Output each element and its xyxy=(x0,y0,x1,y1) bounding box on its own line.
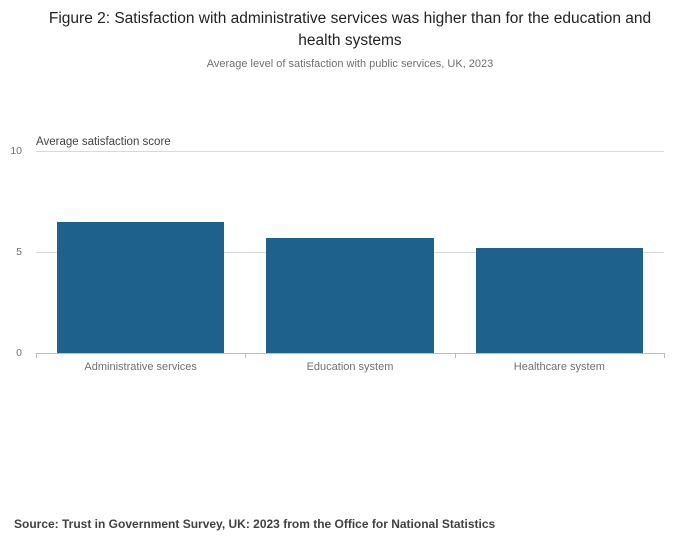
y-axis-label: Average satisfaction score xyxy=(36,136,171,148)
bar-slot xyxy=(245,151,454,353)
chart-subtitle: Average level of satisfaction with publi… xyxy=(206,58,494,70)
bar-administrative-services xyxy=(56,221,225,353)
x-axis-line xyxy=(36,353,664,354)
category-label: Administrative services xyxy=(84,361,197,373)
y-tick-label-10: 10 xyxy=(10,144,22,157)
bar-healthcare-system xyxy=(475,247,644,353)
y-tick-label-0: 0 xyxy=(16,346,22,359)
bar-slot xyxy=(36,151,245,353)
category-labels: Administrative services Education system H… xyxy=(36,361,664,373)
bar-education-system xyxy=(266,237,434,353)
category-label: Education system xyxy=(306,361,394,373)
chart-title: Figure 2: Satisfaction with administrati… xyxy=(48,10,652,49)
x-tick xyxy=(454,353,456,358)
gridline-10 xyxy=(36,151,664,152)
x-tick xyxy=(245,353,247,358)
plot-area: 10 5 0 xyxy=(10,146,665,358)
bar-slot xyxy=(455,151,664,353)
y-tick-label-5: 5 xyxy=(16,245,22,258)
bars xyxy=(36,151,664,353)
category-label: Healthcare system xyxy=(513,361,605,373)
source-line: Source: Trust in Government Survey, UK: … xyxy=(14,517,496,531)
x-tick xyxy=(36,353,37,358)
x-tick xyxy=(664,353,665,358)
